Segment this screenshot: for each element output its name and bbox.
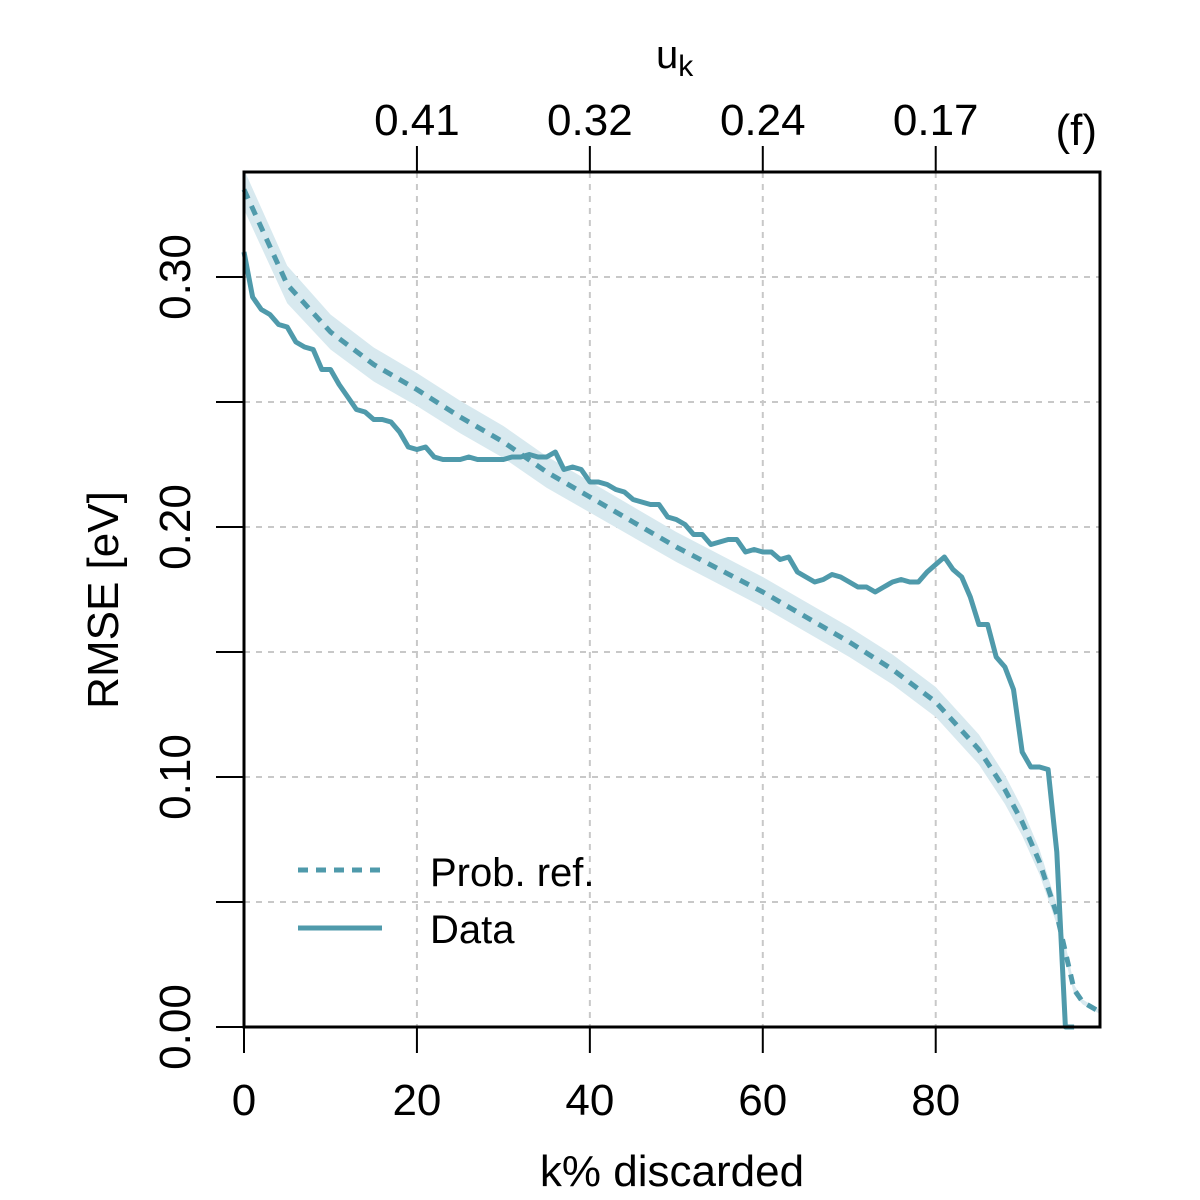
panel-label: (f) — [1055, 106, 1097, 155]
x-axis-label: k% discarded — [540, 1147, 804, 1196]
y-axis-label: RMSE [eV] — [79, 491, 128, 709]
legend-label-prob-ref: Prob. ref. — [430, 851, 595, 895]
series-prob-ref-line — [241, 188, 1102, 1015]
x-tick-label: 20 — [392, 1076, 441, 1125]
legend-label-data: Data — [430, 908, 515, 952]
series-layer — [241, 188, 1102, 1030]
y-tick-label: 0.00 — [151, 984, 200, 1070]
y-tick-label: 0.20 — [151, 484, 200, 570]
top-axis-label: uk — [656, 33, 694, 83]
y-tick-label: 0.10 — [151, 734, 200, 820]
plot-frame — [242, 170, 1102, 1029]
axes-ticks: 0 20 40 60 80 0.00 0.10 0.20 0.30 0.41 0.32 0.24 0.1… — [151, 96, 979, 1125]
legend: Prob. ref. Data — [298, 851, 595, 952]
x-tick-label: 60 — [738, 1076, 787, 1125]
x-tick-label: 80 — [911, 1076, 960, 1125]
top-axis-label-subscript: k — [678, 50, 694, 83]
grid — [244, 172, 1100, 1027]
series-data-line — [241, 251, 1075, 1030]
x-tick-label: 0 — [232, 1076, 256, 1125]
top-tick-label: 0.41 — [374, 96, 460, 145]
x-tick-label: 40 — [565, 1076, 614, 1125]
uncertainty-band-layer — [244, 169, 1100, 1014]
top-tick-label: 0.17 — [893, 96, 979, 145]
top-tick-label: 0.32 — [547, 96, 633, 145]
top-tick-label: 0.24 — [720, 96, 806, 145]
top-axis-label-main: u — [656, 33, 678, 77]
y-tick-label: 0.30 — [151, 234, 200, 320]
uncertainty-band — [244, 169, 1100, 1014]
